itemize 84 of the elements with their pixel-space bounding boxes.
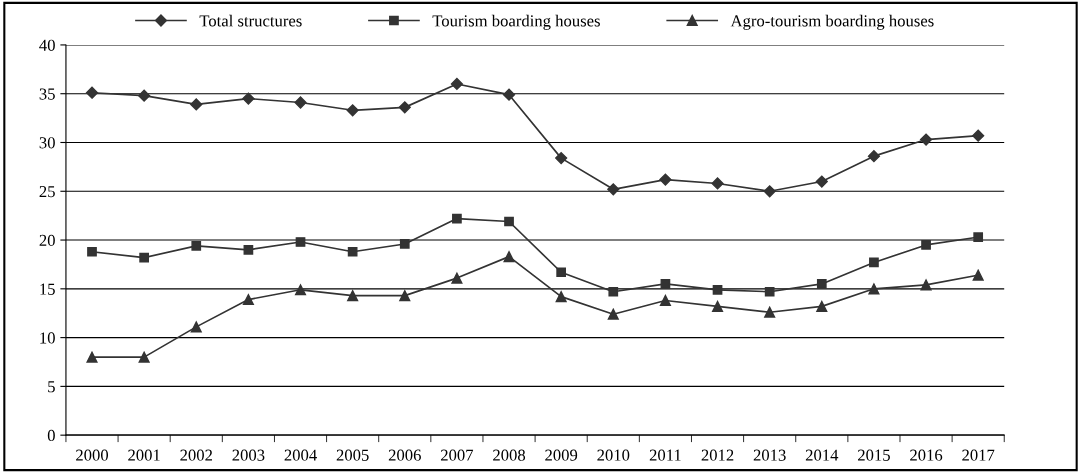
x-tick-label: 2001 xyxy=(128,449,160,461)
x-tick-label: 2016 xyxy=(910,449,943,461)
point xyxy=(399,239,410,249)
point xyxy=(86,351,98,363)
point xyxy=(398,101,411,114)
point xyxy=(660,279,671,289)
y-tick-label: 30 xyxy=(39,137,55,149)
y-tick-label: 25 xyxy=(39,186,55,198)
x-tick-label: 2003 xyxy=(232,449,265,461)
point xyxy=(242,294,254,306)
point xyxy=(921,240,931,250)
x-tick-label: 2017 xyxy=(962,449,995,461)
legend-label: Total structures xyxy=(199,14,302,27)
x-tick-label: 2012 xyxy=(701,449,734,461)
point xyxy=(346,104,359,117)
point xyxy=(556,267,567,278)
point xyxy=(139,252,149,263)
y-tick-label: 15 xyxy=(40,283,55,295)
y-tick-label: 35 xyxy=(39,88,55,100)
x-tick-label: 2010 xyxy=(597,449,630,461)
point xyxy=(295,237,306,247)
x-tick-label: 2007 xyxy=(440,449,474,461)
x-tick-label: 2006 xyxy=(388,449,421,461)
point xyxy=(243,244,254,255)
y-tick-label: 0 xyxy=(47,429,55,442)
point xyxy=(867,150,881,163)
point xyxy=(242,92,255,105)
point xyxy=(607,183,620,196)
point xyxy=(764,286,775,297)
x-tick-label: 2014 xyxy=(805,449,839,461)
x-tick-label: 2015 xyxy=(857,449,890,461)
point xyxy=(608,286,619,297)
point xyxy=(711,177,724,190)
point xyxy=(659,294,671,307)
point xyxy=(347,290,359,302)
y-tick-label: 20 xyxy=(39,234,55,246)
point xyxy=(763,185,776,198)
point xyxy=(972,129,985,142)
point xyxy=(85,86,99,99)
x-tick-label: 2005 xyxy=(336,449,369,461)
x-tick-label: 2013 xyxy=(753,449,786,461)
y-tick-label: 5 xyxy=(48,381,55,393)
point xyxy=(711,300,724,312)
point xyxy=(555,291,567,303)
point xyxy=(816,300,828,312)
point xyxy=(504,216,514,227)
point xyxy=(451,272,463,284)
point xyxy=(450,77,463,91)
point xyxy=(138,351,150,363)
point xyxy=(555,152,568,165)
point xyxy=(190,98,203,111)
point xyxy=(607,308,619,320)
point xyxy=(191,241,202,251)
x-tick-label: 2002 xyxy=(180,449,213,461)
point xyxy=(815,175,828,188)
point xyxy=(712,284,723,295)
point xyxy=(503,251,515,263)
x-tick-label: 2011 xyxy=(649,449,681,461)
point xyxy=(764,306,776,318)
legend-label: Tourism boarding houses xyxy=(432,14,600,30)
x-tick-label: 2008 xyxy=(493,449,526,461)
legend-label: Agro-tourism boarding houses xyxy=(730,14,934,30)
x-tick-label: 2004 xyxy=(284,449,317,461)
point xyxy=(919,133,933,146)
point xyxy=(869,257,879,268)
point xyxy=(868,283,880,295)
point xyxy=(87,246,97,257)
point xyxy=(294,96,307,109)
y-tick-label: 40 xyxy=(39,39,55,51)
point xyxy=(502,88,516,101)
point xyxy=(190,321,202,333)
point xyxy=(659,173,672,186)
point xyxy=(452,213,462,224)
point xyxy=(399,290,411,302)
point xyxy=(294,284,307,296)
y-tick-label: 10 xyxy=(40,332,55,344)
x-tick-label: 2000 xyxy=(76,449,109,461)
point xyxy=(138,89,151,102)
point xyxy=(816,279,827,289)
x-tick-label: 2009 xyxy=(545,449,578,461)
point xyxy=(920,279,932,291)
point xyxy=(972,269,984,281)
point xyxy=(973,232,984,242)
point xyxy=(347,246,358,257)
